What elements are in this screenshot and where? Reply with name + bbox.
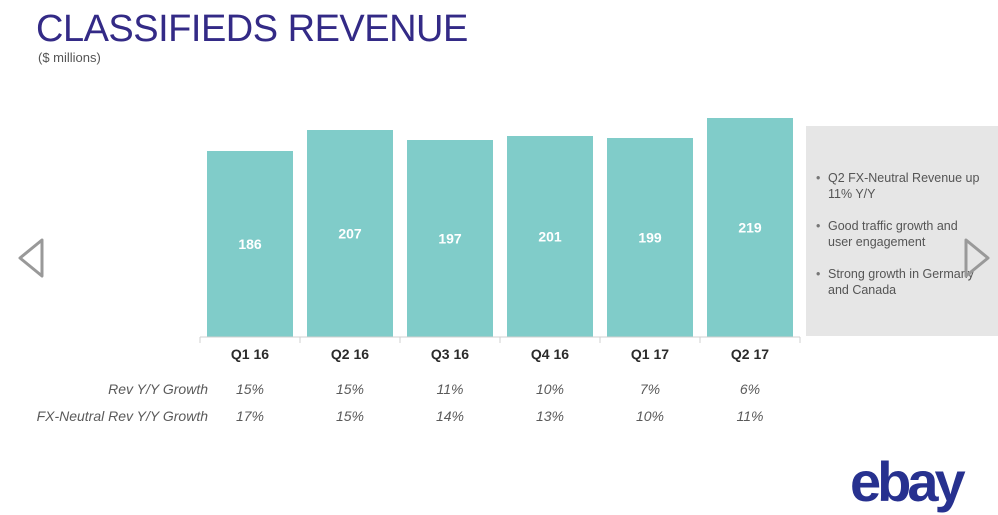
page-subtitle: ($ millions) xyxy=(38,50,101,65)
bar-q3-16 xyxy=(407,140,493,337)
metric-value-cell: 17% xyxy=(235,408,265,424)
x-tick-label: Q2 16 xyxy=(331,346,369,362)
highlight-item: Good traffic growth and user engagement xyxy=(816,218,988,250)
metric-row-label: FX-Neutral Rev Y/Y Growth xyxy=(36,408,208,424)
bar-value-label: 186 xyxy=(238,236,262,252)
metric-value-cell: 15% xyxy=(335,381,365,397)
revenue-bar-chart: 186 207 197 201 199 219 Q1 16 Q2 16 Q3 16 Q4 16 Q… xyxy=(199,118,801,362)
bar-value-label: 219 xyxy=(738,220,762,236)
metric-value-cell: 13% xyxy=(535,408,565,424)
page-title: CLASSIFIEDS REVENUE xyxy=(36,8,468,50)
metric-value-cell: 11% xyxy=(736,408,764,424)
x-tick-label: Q3 16 xyxy=(431,346,469,362)
chevron-left-icon[interactable] xyxy=(16,238,46,283)
bar-q4-16 xyxy=(507,136,593,337)
highlight-item: Q2 FX-Neutral Revenue up 11% Y/Y xyxy=(816,170,988,202)
metric-value-cell: 6% xyxy=(739,381,761,397)
bar-value-label: 201 xyxy=(538,229,562,245)
x-tick-label: Q1 17 xyxy=(631,346,669,362)
bar-q1-16 xyxy=(207,151,293,337)
ebay-logo: ebay xyxy=(850,450,966,513)
metric-row-label: Rev Y/Y Growth xyxy=(108,381,208,397)
bar-value-label: 197 xyxy=(438,231,462,247)
x-tick-label: Q4 16 xyxy=(531,346,569,362)
bar-value-label: 207 xyxy=(338,226,362,242)
x-tick-label: Q2 17 xyxy=(731,346,769,362)
metric-value-cell: 11% xyxy=(436,381,464,397)
bar-q2-17 xyxy=(707,118,793,337)
metric-value-cell: 14% xyxy=(435,408,465,424)
metric-value-cell: 15% xyxy=(335,408,365,424)
bar-q2-16 xyxy=(307,130,393,337)
x-tick-label: Q1 16 xyxy=(231,346,269,362)
highlights-list: Q2 FX-Neutral Revenue up 11% Y/Y Good tra… xyxy=(816,170,988,298)
metric-value-cell: 7% xyxy=(639,381,661,397)
bar-value-label: 199 xyxy=(638,230,662,246)
metric-value-cell: 10% xyxy=(635,408,665,424)
highlights-panel: Q2 FX-Neutral Revenue up 11% Y/Y Good tra… xyxy=(806,126,998,336)
bar-q1-17 xyxy=(607,138,693,337)
metric-value-cell: 10% xyxy=(535,381,565,397)
chevron-right-icon[interactable] xyxy=(962,238,992,283)
metric-value-cell: 15% xyxy=(235,381,265,397)
highlight-item: Strong growth in Germany and Canada xyxy=(816,266,988,298)
